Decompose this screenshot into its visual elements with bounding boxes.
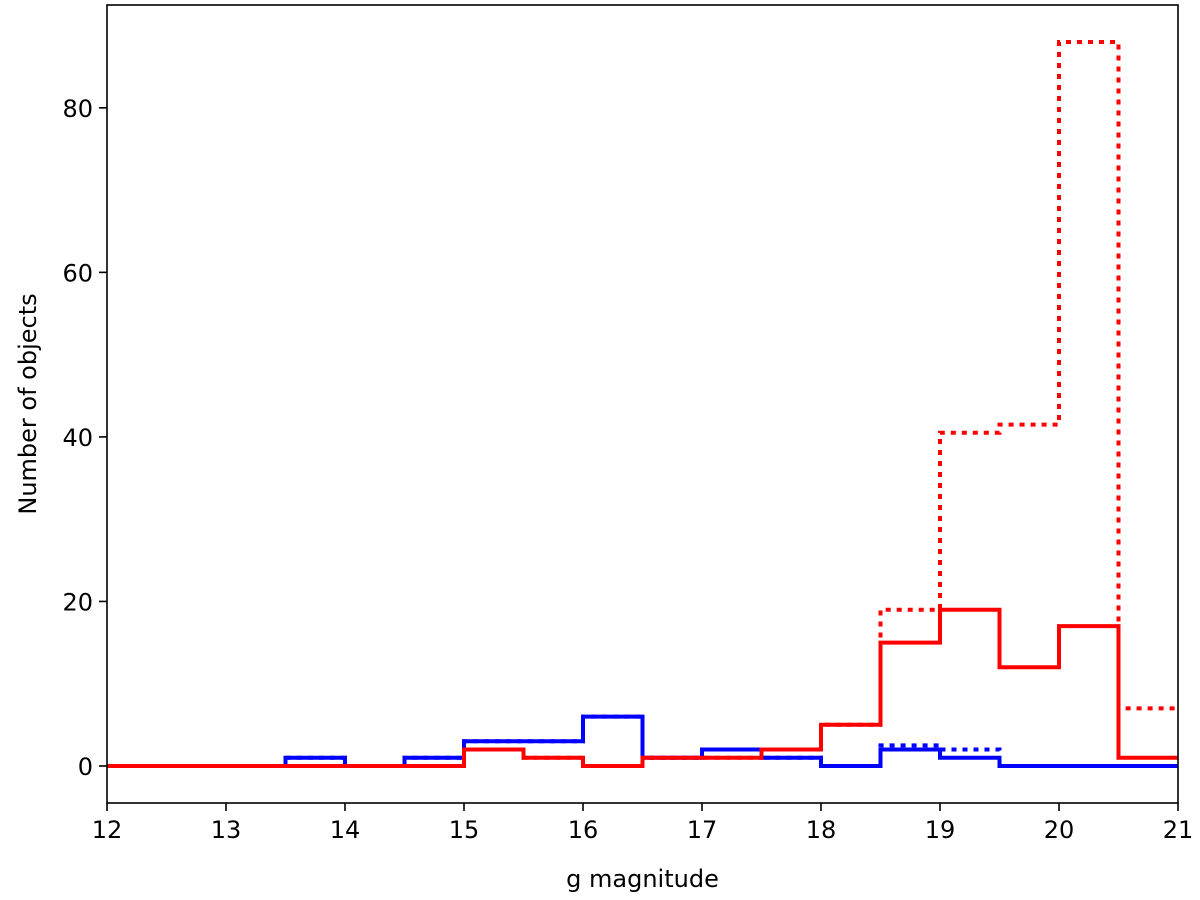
x-tick-label: 16 [568,816,599,844]
x-tick-label: 21 [1163,816,1194,844]
plot-frame [106,4,1179,804]
y-tick-label: 40 [62,424,93,452]
series-line-red-dotted [107,40,1178,768]
x-tick-label: 15 [449,816,480,844]
x-tick-label: 18 [806,816,837,844]
x-tick-label: 17 [687,816,718,844]
y-axis: 0 20 40 60 80 [62,95,107,781]
y-tick-label: 80 [62,95,93,123]
y-axis-title: Number of objects [14,293,42,514]
x-tick-label: 19 [925,816,956,844]
y-tick-label: 60 [62,259,93,287]
y-tick-label: 0 [78,753,93,781]
x-axis-title: g magnitude [566,865,719,893]
series-layer [107,40,1178,768]
y-tick-label: 20 [62,588,93,616]
x-tick-label: 12 [92,816,123,844]
series-line-red-solid [107,607,1178,768]
x-tick-label: 14 [330,816,361,844]
x-tick-label: 20 [1044,816,1075,844]
x-tick-label: 13 [211,816,242,844]
x-axis: 12 13 14 15 16 17 18 19 20 21 [92,803,1194,844]
